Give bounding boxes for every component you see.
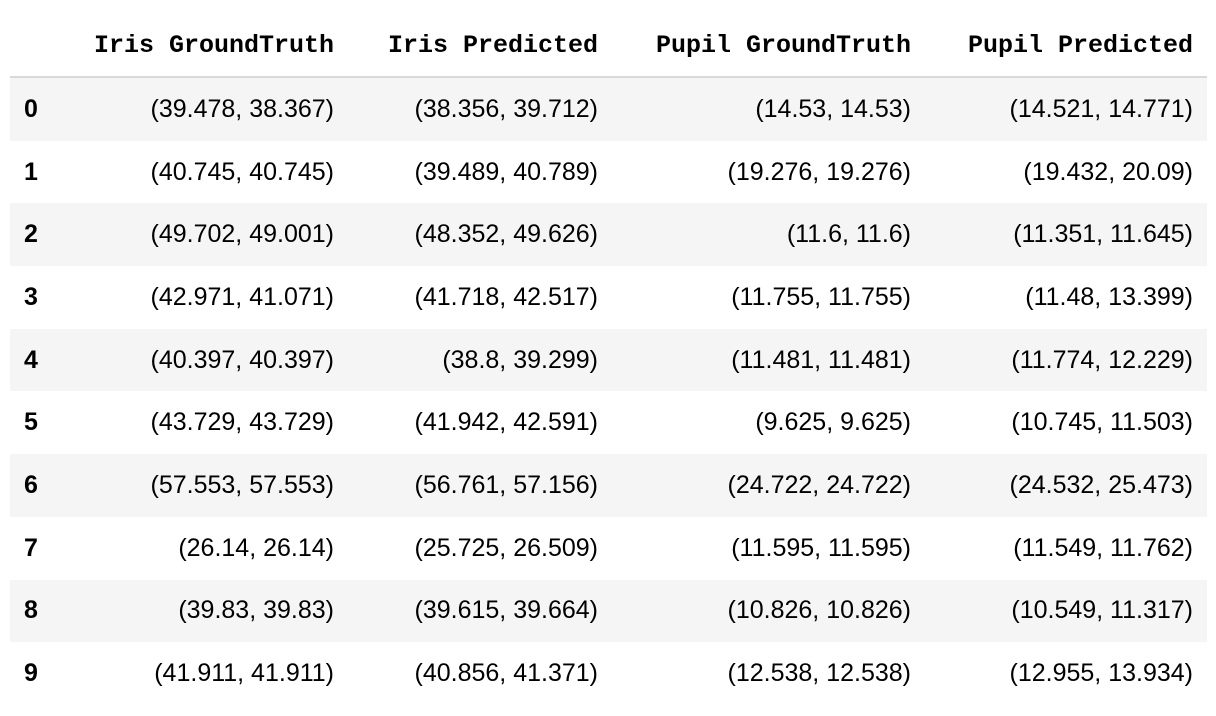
cell-iris-groundtruth: (43.729, 43.729): [56, 391, 348, 455]
cell-iris-predicted: (25.725, 26.509): [348, 516, 612, 580]
row-index: 5: [10, 391, 56, 455]
table-row: 4 (40.397, 40.397) (38.8, 39.299) (11.481, …: [10, 328, 1207, 392]
cell-iris-predicted: (40.856, 41.371): [348, 642, 612, 705]
column-header-pupil-groundtruth: Pupil GroundTruth: [612, 14, 925, 78]
cell-iris-predicted: (48.352, 49.626): [348, 203, 612, 267]
cell-pupil-predicted: (11.549, 11.762): [925, 516, 1207, 580]
cell-pupil-predicted: (12.955, 13.934): [925, 642, 1207, 705]
table-row: 5 (43.729, 43.729) (41.942, 42.591) (9.625,…: [10, 391, 1207, 455]
cell-pupil-predicted: (11.351, 11.645): [925, 203, 1207, 267]
cell-iris-groundtruth: (26.14, 26.14): [56, 516, 348, 580]
row-index: 6: [10, 454, 56, 517]
cell-iris-groundtruth: (41.911, 41.911): [56, 642, 348, 705]
column-header-iris-predicted: Iris Predicted: [348, 14, 612, 78]
column-header-index: [10, 14, 56, 78]
row-index: 0: [10, 77, 56, 141]
table-row: 3 (42.971, 41.071) (41.718, 42.517) (11.755…: [10, 266, 1207, 329]
cell-iris-groundtruth: (39.83, 39.83): [56, 579, 348, 643]
table-row: 7 (26.14, 26.14) (25.725, 26.509) (11.595, …: [10, 516, 1207, 580]
row-index: 7: [10, 516, 56, 580]
cell-iris-groundtruth: (39.478, 38.367): [56, 77, 348, 141]
cell-iris-groundtruth: (57.553, 57.553): [56, 454, 348, 517]
cell-pupil-predicted: (10.745, 11.503): [925, 391, 1207, 455]
cell-pupil-predicted: (19.432, 20.09): [925, 140, 1207, 204]
row-index: 3: [10, 266, 56, 329]
cell-pupil-groundtruth: (11.755, 11.755): [612, 266, 925, 329]
cell-iris-predicted: (41.942, 42.591): [348, 391, 612, 455]
cell-iris-predicted: (39.615, 39.664): [348, 579, 612, 643]
cell-pupil-groundtruth: (11.481, 11.481): [612, 328, 925, 392]
cell-iris-predicted: (38.356, 39.712): [348, 77, 612, 141]
row-index: 8: [10, 579, 56, 643]
table-header: Iris GroundTruth Iris Predicted Pupil Gr…: [10, 14, 1207, 78]
table-row: 8 (39.83, 39.83) (39.615, 39.664) (10.826, …: [10, 579, 1207, 643]
table-row: 1 (40.745, 40.745) (39.489, 40.789) (19.276…: [10, 140, 1207, 204]
cell-pupil-groundtruth: (14.53, 14.53): [612, 77, 925, 141]
cell-iris-predicted: (41.718, 42.517): [348, 266, 612, 329]
cell-iris-groundtruth: (40.745, 40.745): [56, 140, 348, 204]
table-row: 9 (41.911, 41.911) (40.856, 41.371) (12.538…: [10, 642, 1207, 705]
table-row: 0 (39.478, 38.367) (38.356, 39.712) (14.53,…: [10, 77, 1207, 141]
cell-iris-groundtruth: (40.397, 40.397): [56, 328, 348, 392]
cell-iris-predicted: (39.489, 40.789): [348, 140, 612, 204]
cell-pupil-predicted: (11.48, 13.399): [925, 266, 1207, 329]
cell-pupil-groundtruth: (11.6, 11.6): [612, 203, 925, 267]
cell-pupil-groundtruth: (9.625, 9.625): [612, 391, 925, 455]
dataframe-table: Iris GroundTruth Iris Predicted Pupil Gr…: [10, 14, 1207, 705]
table-row: 6 (57.553, 57.553) (56.761, 57.156) (24.722…: [10, 454, 1207, 517]
cell-iris-groundtruth: (49.702, 49.001): [56, 203, 348, 267]
table-body: 0 (39.478, 38.367) (38.356, 39.712) (14.53,…: [10, 77, 1207, 705]
cell-pupil-predicted: (14.521, 14.771): [925, 77, 1207, 141]
cell-pupil-groundtruth: (10.826, 10.826): [612, 579, 925, 643]
cell-pupil-groundtruth: (11.595, 11.595): [612, 516, 925, 580]
cell-pupil-predicted: (11.774, 12.229): [925, 328, 1207, 392]
table-row: 2 (49.702, 49.001) (48.352, 49.626) (11.6, …: [10, 203, 1207, 267]
cell-pupil-predicted: (24.532, 25.473): [925, 454, 1207, 517]
row-index: 2: [10, 203, 56, 267]
cell-pupil-groundtruth: (24.722, 24.722): [612, 454, 925, 517]
cell-pupil-groundtruth: (19.276, 19.276): [612, 140, 925, 204]
column-header-pupil-predicted: Pupil Predicted: [925, 14, 1207, 78]
row-index: 9: [10, 642, 56, 705]
cell-iris-predicted: (38.8, 39.299): [348, 328, 612, 392]
column-header-iris-groundtruth: Iris GroundTruth: [56, 14, 348, 78]
cell-iris-groundtruth: (42.971, 41.071): [56, 266, 348, 329]
cell-pupil-groundtruth: (12.538, 12.538): [612, 642, 925, 705]
row-index: 1: [10, 140, 56, 204]
header-row: Iris GroundTruth Iris Predicted Pupil Gr…: [10, 14, 1207, 78]
cell-pupil-predicted: (10.549, 11.317): [925, 579, 1207, 643]
cell-iris-predicted: (56.761, 57.156): [348, 454, 612, 517]
row-index: 4: [10, 328, 56, 392]
